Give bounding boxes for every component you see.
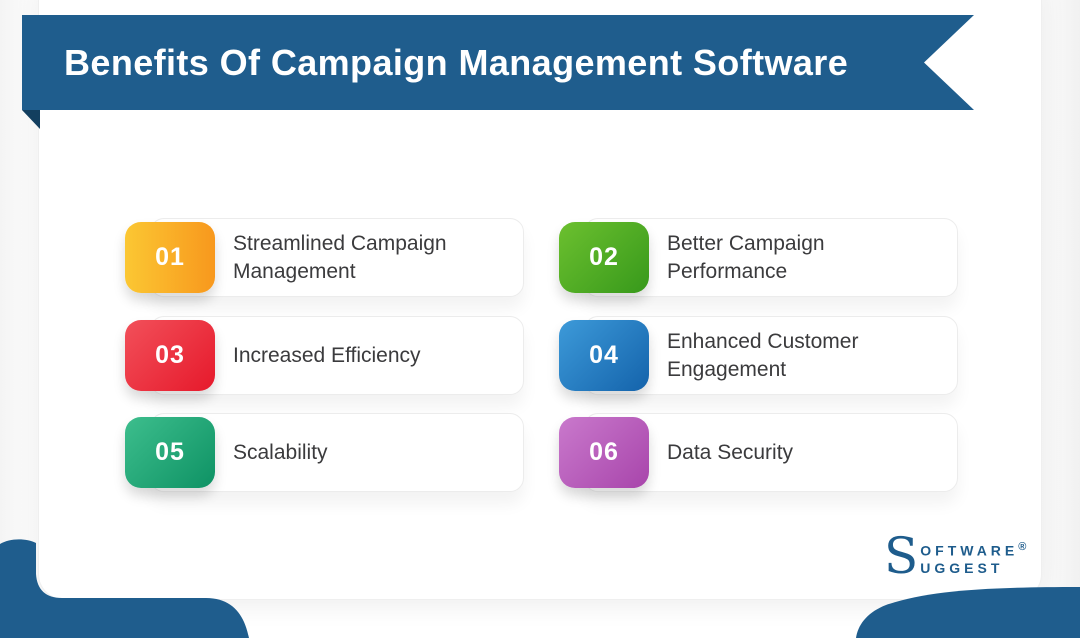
benefit-label: Data Security (667, 440, 794, 464)
benefit-label: Scalability (233, 440, 328, 464)
softwaresuggest-logo: S OFTWARE® UGGEST (884, 527, 1026, 585)
logo-big-s: S (884, 527, 919, 585)
benefit-label: Streamlined Campaign Management (233, 231, 447, 283)
badge-number: 02 (589, 243, 619, 271)
logo-line-2: UGGEST (920, 559, 1004, 576)
benefit-card-1: 01 Streamlined Campaign Management (125, 218, 524, 297)
title-ribbon: Benefits Of Campaign Management Software (22, 15, 974, 110)
benefit-label: Increased Efficiency (233, 343, 421, 367)
registered-mark: ® (1018, 541, 1027, 553)
benefit-card-6: 06 Data Security (559, 413, 958, 492)
number-badge-4: 04 (559, 320, 649, 391)
benefit-label: Enhanced Customer Engagement (667, 329, 859, 381)
benefit-label: Better Campaign Performance (667, 231, 825, 283)
badge-number: 05 (155, 438, 185, 466)
badge-number: 01 (155, 243, 185, 271)
benefit-card-2: 02 Better Campaign Performance (559, 218, 958, 297)
logo-line-1: OFTWARE® (920, 541, 1027, 559)
number-badge-1: 01 (125, 222, 215, 293)
page-title: Benefits Of Campaign Management Software (64, 41, 849, 83)
badge-number: 04 (589, 341, 619, 369)
benefit-card-4: 04 Enhanced Customer Engagement (559, 316, 958, 395)
badge-number: 06 (589, 438, 619, 466)
badge-number: 03 (155, 341, 185, 369)
benefit-card-3: 03 Increased Efficiency (125, 316, 524, 395)
logo-wordmark: OFTWARE® UGGEST (920, 534, 1026, 577)
benefit-card-5: 05 Scalability (125, 413, 524, 492)
number-badge-5: 05 (125, 417, 215, 488)
number-badge-2: 02 (559, 222, 649, 293)
number-badge-3: 03 (125, 320, 215, 391)
number-badge-6: 06 (559, 417, 649, 488)
